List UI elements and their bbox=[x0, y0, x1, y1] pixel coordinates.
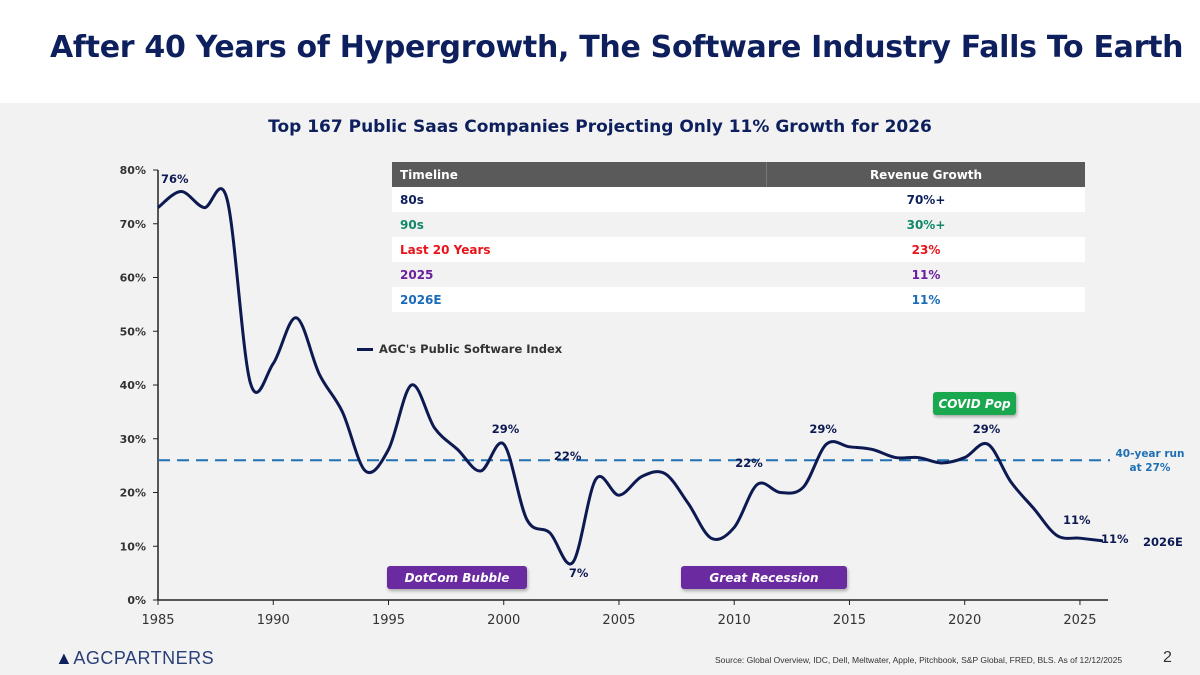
row-value: 70%+ bbox=[906, 192, 946, 207]
reference-line-label: 40-year run at 27% bbox=[1115, 448, 1185, 474]
row-label: 90s bbox=[400, 217, 424, 232]
table-row: Last 20 Years 23% bbox=[392, 237, 1085, 262]
legend-label: AGC's Public Software Index bbox=[379, 342, 563, 356]
row-label: 2025 bbox=[400, 267, 434, 282]
data-label: 11% bbox=[1062, 513, 1091, 528]
y-tick-label: 50% bbox=[120, 325, 146, 338]
row-value: 11% bbox=[911, 267, 941, 282]
x-tick-label: 2000 bbox=[487, 613, 520, 628]
source-note: Source: Global Overview, IDC, Dell, Melt… bbox=[715, 655, 1123, 665]
y-tick-label: 60% bbox=[120, 272, 146, 285]
growth-table: Timeline Revenue Growth 80s 70%+ 90s 30%+ La… bbox=[392, 162, 1085, 312]
data-label: 76% bbox=[161, 171, 189, 186]
x-tick-label: 2015 bbox=[833, 613, 866, 628]
y-tick-label: 20% bbox=[120, 487, 146, 500]
x-tick-label: 1985 bbox=[141, 613, 174, 628]
x-tick-label: 1995 bbox=[372, 613, 405, 628]
annotation-covid-pop: COVID Pop bbox=[933, 392, 1016, 415]
x-tick-label: 1990 bbox=[257, 613, 290, 628]
logo-text: AGCPARTNERS bbox=[73, 648, 215, 668]
row-label: Last 20 Years bbox=[400, 242, 491, 257]
data-label: 11% bbox=[1101, 531, 1129, 546]
series-line bbox=[157, 187, 1104, 566]
data-label: 7% bbox=[568, 566, 589, 581]
table-row: 80s 70%+ bbox=[392, 187, 1085, 212]
table-header: Timeline Revenue Growth bbox=[392, 162, 1085, 187]
table-row: 90s 30%+ bbox=[392, 212, 1085, 237]
y-tick-label: 70% bbox=[120, 218, 146, 231]
y-tick-label: 0% bbox=[127, 594, 146, 607]
data-label: 22% bbox=[553, 449, 582, 464]
row-label: 80s bbox=[400, 192, 424, 207]
y-tick-label: 40% bbox=[120, 379, 146, 392]
x-tick-label: 2010 bbox=[718, 613, 751, 628]
legend-swatch bbox=[357, 347, 373, 351]
x-tick-label: 2005 bbox=[602, 613, 635, 628]
legend: AGC's Public Software Index bbox=[357, 342, 562, 356]
row-value: 23% bbox=[911, 242, 941, 257]
y-tick-label: 80% bbox=[120, 164, 146, 177]
data-label: 29% bbox=[809, 422, 837, 437]
page-title: After 40 Years of Hypergrowth, The Softw… bbox=[50, 30, 1184, 65]
y-tick-label: 30% bbox=[120, 433, 146, 446]
x-tick-label: 2020 bbox=[948, 613, 981, 628]
annotation-dotcom-bubble: DotCom Bubble bbox=[387, 566, 527, 589]
row-value: 11% bbox=[911, 292, 941, 307]
table-row: 2025 11% bbox=[392, 262, 1085, 287]
header-revenue-growth: Revenue Growth bbox=[869, 167, 983, 182]
end-label-2026e: 2026E bbox=[1143, 535, 1183, 549]
agc-partners-logo: ▲AGCPARTNERS bbox=[55, 648, 215, 668]
data-label: 29% bbox=[972, 422, 1001, 437]
x-tick-label: 2025 bbox=[1063, 613, 1096, 628]
header-timeline: Timeline bbox=[392, 162, 767, 187]
header bbox=[0, 0, 1200, 103]
chart-subtitle: Top 167 Public Saas Companies Projecting… bbox=[268, 117, 932, 137]
data-label: 29% bbox=[491, 422, 520, 437]
annotation-great-recession: Great Recession bbox=[681, 566, 847, 589]
row-label: 2026E bbox=[400, 292, 442, 307]
page-number: 2 bbox=[1163, 649, 1172, 666]
row-value: 30%+ bbox=[906, 217, 946, 232]
table-row: 2026E 11% bbox=[392, 287, 1085, 312]
y-tick-label: 10% bbox=[120, 540, 146, 553]
data-label: 22% bbox=[735, 456, 763, 471]
